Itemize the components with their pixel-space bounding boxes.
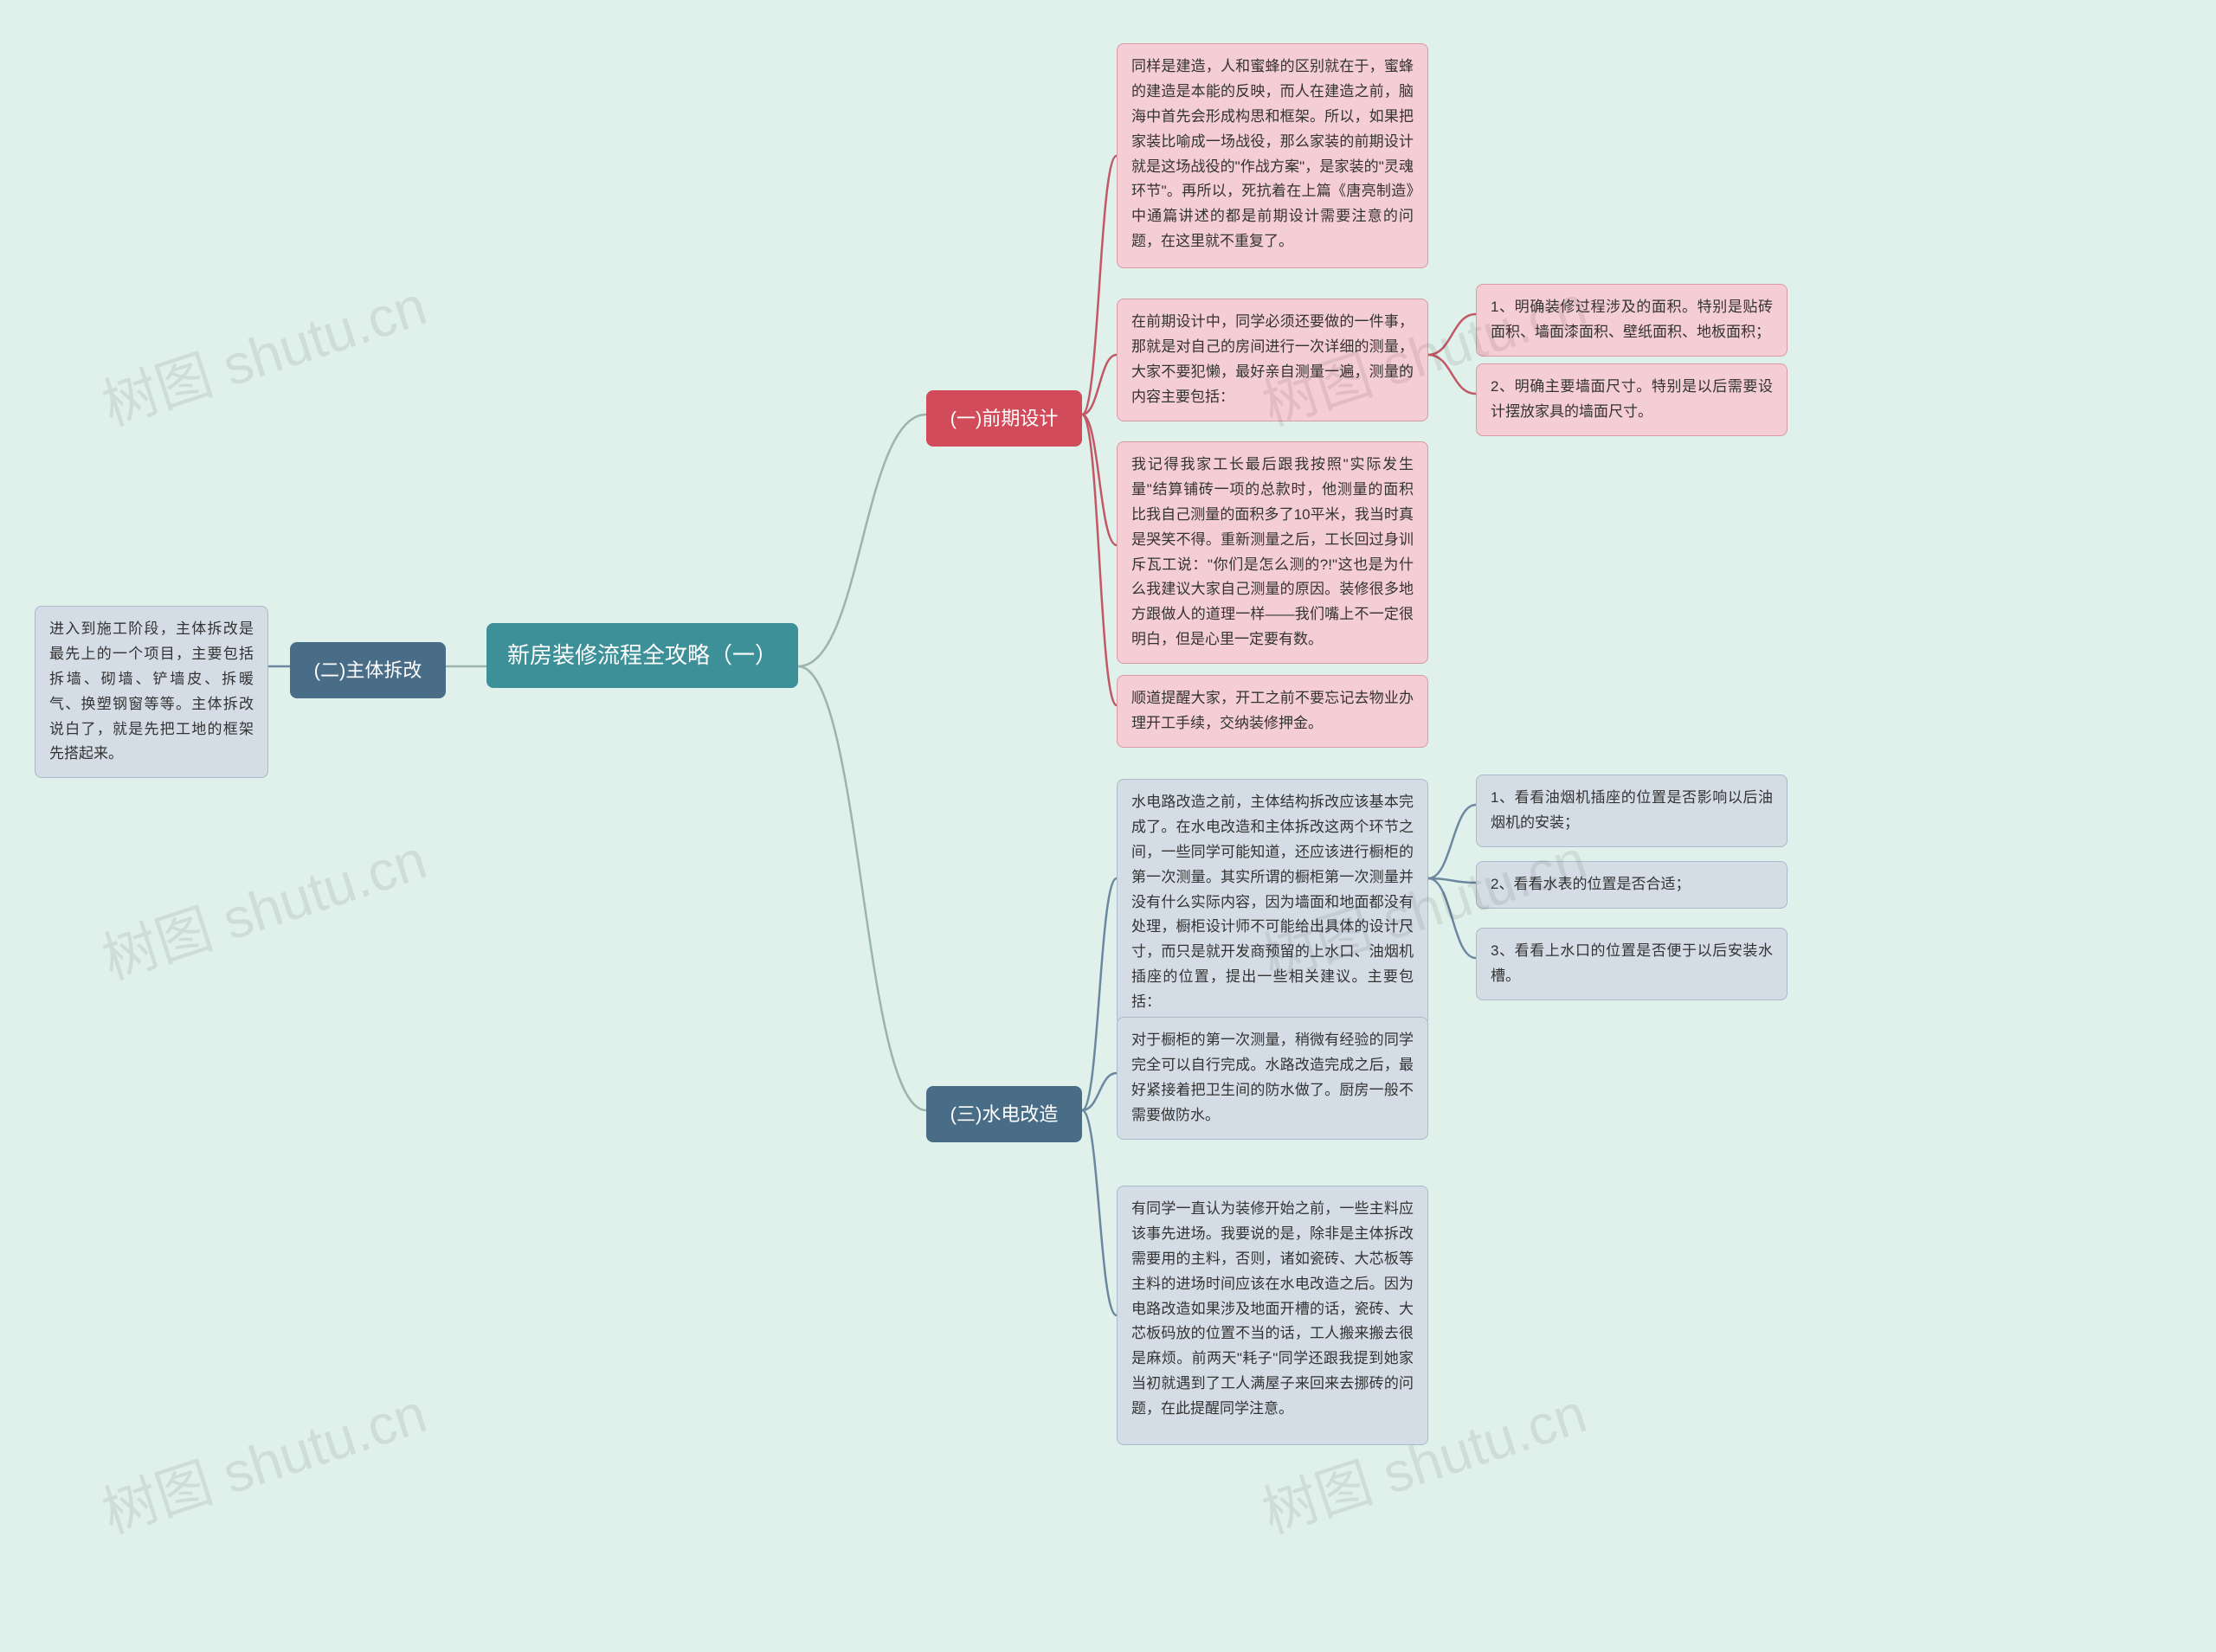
watermark: 树图 shutu.cn	[91, 1369, 435, 1548]
root-node: 新房装修流程全攻略（一）	[486, 623, 798, 688]
watermark: 树图 shutu.cn	[91, 261, 435, 440]
leaf-node: 我记得我家工长最后跟我按照"实际发生量"结算铺砖一项的总款时，他测量的面积比我自…	[1117, 441, 1428, 664]
leaf-node: 同样是建造，人和蜜蜂的区别就在于，蜜蜂的建造是本能的反映，而人在建造之前，脑海中…	[1117, 43, 1428, 268]
hub-water-electric: (三)水电改造	[926, 1086, 1082, 1142]
leaf-node: 3、看看上水口的位置是否便于以后安装水槽。	[1476, 928, 1788, 1000]
leaf-node: 1、看看油烟机插座的位置是否影响以后油烟机的安装；	[1476, 775, 1788, 847]
leaf-node: 顺道提醒大家，开工之前不要忘记去物业办理开工手续，交纳装修押金。	[1117, 675, 1428, 748]
leaf-node: 对于橱柜的第一次测量，稍微有经验的同学完全可以自行完成。水路改造完成之后，最好紧…	[1117, 1017, 1428, 1140]
watermark: 树图 shutu.cn	[91, 815, 435, 994]
leaf-node: 2、看看水表的位置是否合适；	[1476, 861, 1788, 909]
leaf-node: 进入到施工阶段，主体拆改是最先上的一个项目，主要包括拆墙、砌墙、铲墙皮、拆暖气、…	[35, 606, 268, 778]
leaf-node: 在前期设计中，同学必须还要做的一件事，那就是对自己的房间进行一次详细的测量，大家…	[1117, 299, 1428, 421]
hub-preliminary-design: (一)前期设计	[926, 390, 1082, 447]
leaf-node: 水电路改造之前，主体结构拆改应该基本完成了。在水电改造和主体拆改这两个环节之间，…	[1117, 779, 1428, 1026]
leaf-node: 1、明确装修过程涉及的面积。特别是贴砖面积、墙面漆面积、壁纸面积、地板面积；	[1476, 284, 1788, 357]
leaf-node: 2、明确主要墙面尺寸。特别是以后需要设计摆放家具的墙面尺寸。	[1476, 363, 1788, 436]
leaf-node: 有同学一直认为装修开始之前，一些主料应该事先进场。我要说的是，除非是主体拆改需要…	[1117, 1186, 1428, 1445]
connector-layer	[0, 0, 2216, 1652]
hub-demolition: (二)主体拆改	[290, 642, 446, 698]
